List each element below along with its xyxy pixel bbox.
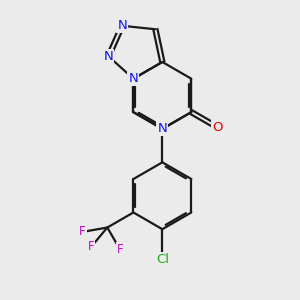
Text: F: F: [88, 240, 94, 253]
Text: N: N: [158, 122, 167, 135]
Text: O: O: [212, 121, 223, 134]
Text: N: N: [158, 122, 167, 135]
Text: N: N: [104, 50, 113, 63]
Text: F: F: [79, 225, 86, 239]
Text: N: N: [128, 72, 138, 85]
Text: N: N: [117, 19, 127, 32]
Text: Cl: Cl: [156, 253, 169, 266]
Text: F: F: [117, 243, 123, 256]
